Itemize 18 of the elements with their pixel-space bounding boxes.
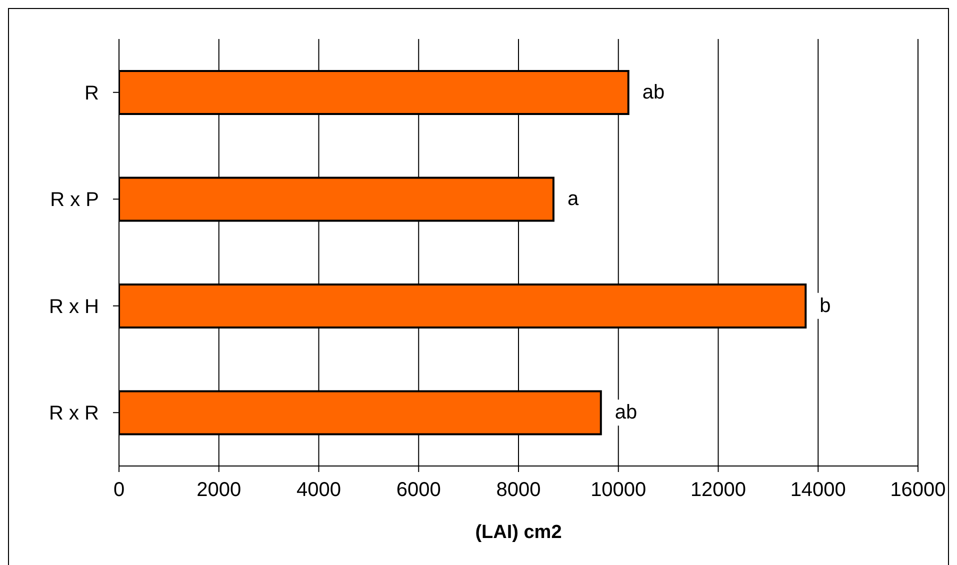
x-tick-label: 16000 xyxy=(890,479,946,502)
x-tick-label: 2000 xyxy=(196,479,242,502)
annotation: ab xyxy=(614,402,638,424)
x-tick-label: 8000 xyxy=(496,479,541,502)
annotation: b xyxy=(820,294,831,317)
y-tick-label: R x R xyxy=(49,402,99,425)
x-axis-title: (LAI) cm2 xyxy=(475,522,562,543)
x-tick-label: 14000 xyxy=(790,479,846,502)
annotation: a xyxy=(567,188,580,210)
annotation: ab xyxy=(642,81,665,104)
y-tick-label: R xyxy=(84,82,99,104)
y-tick-label: R x H xyxy=(49,296,99,318)
y-tick-label: R x P xyxy=(50,189,99,212)
x-tick-label: 4000 xyxy=(296,479,341,502)
x-tick-label: 10000 xyxy=(590,479,646,502)
x-tick-label: 0 xyxy=(113,479,125,502)
x-tick-label: 6000 xyxy=(396,479,441,502)
x-tick-label: 12000 xyxy=(690,479,746,502)
